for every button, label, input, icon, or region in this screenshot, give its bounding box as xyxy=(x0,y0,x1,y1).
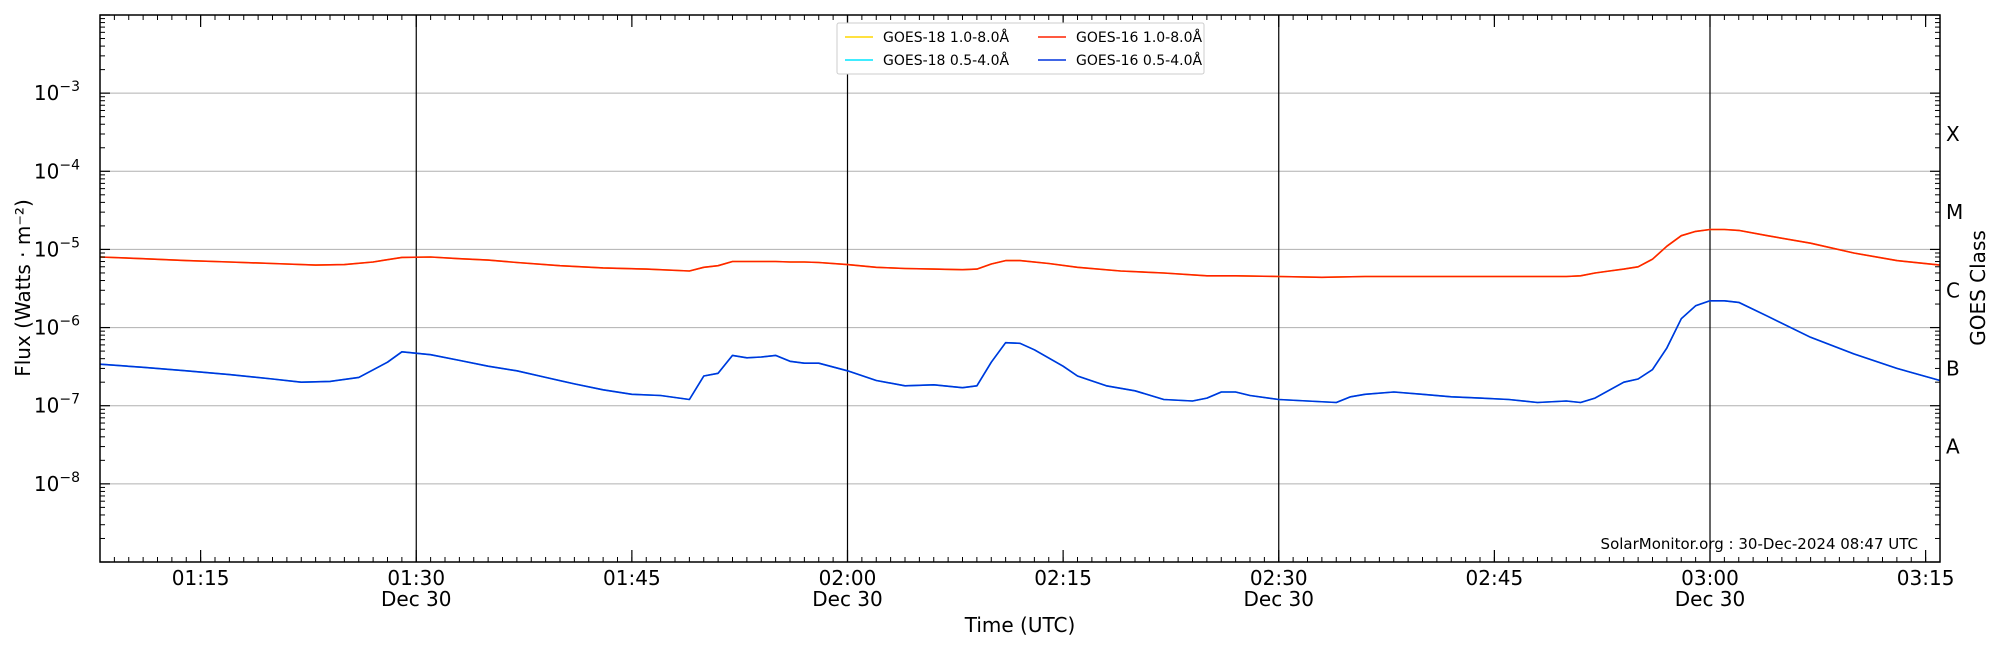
legend-label: GOES-16 0.5-4.0Å xyxy=(1076,52,1202,69)
y-tick-label: 10−5 xyxy=(34,235,80,261)
x-tick-label: 01:15 xyxy=(172,566,230,590)
x-tick-date-label: Dec 30 xyxy=(812,587,883,611)
y-tick-label: 10−4 xyxy=(34,157,80,183)
y-axis-title: Flux (Watts · m⁻²) xyxy=(11,199,35,377)
axis-ticks xyxy=(99,14,1941,563)
x-tick-label: 03:00 xyxy=(1681,566,1739,590)
y-tick-label: 10−6 xyxy=(34,314,80,340)
goes-class-label: M xyxy=(1946,200,1963,224)
legend-label: GOES-16 1.0-8.0Å xyxy=(1076,29,1202,46)
x-tick-label: 02:00 xyxy=(819,566,877,590)
y-tick-label: 10−3 xyxy=(34,79,80,105)
x-tick-date-label: Dec 30 xyxy=(1675,587,1746,611)
x-tick-label: 03:15 xyxy=(1897,566,1955,590)
series-line xyxy=(99,228,1941,279)
goes-class-labels: X M C B A xyxy=(1946,122,1963,459)
series-line xyxy=(99,299,1941,404)
x-tick-label: 02:15 xyxy=(1034,566,1092,590)
legend-label: GOES-18 1.0-8.0Å xyxy=(883,29,1009,46)
x-tick-label: 01:45 xyxy=(603,566,661,590)
x-tick-label: 01:30 xyxy=(387,566,445,590)
credit-text: SolarMonitor.org : 30-Dec-2024 08:47 UTC xyxy=(1601,535,1918,553)
y2-axis-title: GOES Class xyxy=(1966,230,1990,346)
goes-class-label: A xyxy=(1946,435,1960,459)
x-tick-label: 02:30 xyxy=(1250,566,1308,590)
legend-label: GOES-18 0.5-4.0Å xyxy=(883,52,1009,69)
legend-box xyxy=(836,22,1205,75)
x-tick-date-label: Dec 30 xyxy=(1243,587,1314,611)
data-series xyxy=(99,228,1941,404)
grid-lines xyxy=(100,15,1940,562)
y-tick-label: 10−8 xyxy=(34,470,80,496)
goes-class-label: B xyxy=(1946,356,1960,380)
x-tick-date-label: Dec 30 xyxy=(381,587,452,611)
goes-class-label: C xyxy=(1946,278,1960,302)
goes-class-label: X xyxy=(1946,122,1960,146)
y-tick-label: 10−7 xyxy=(34,392,80,418)
y-axis-tick-labels: 10−8 10−7 10−6 10−5 10−4 10−3 xyxy=(34,79,80,496)
x-tick-label: 02:45 xyxy=(1466,566,1524,590)
x-axis-title: Time (UTC) xyxy=(964,613,1076,637)
legend: GOES-18 1.0-8.0Å GOES-18 0.5-4.0Å GOES-16 … xyxy=(836,22,1205,75)
